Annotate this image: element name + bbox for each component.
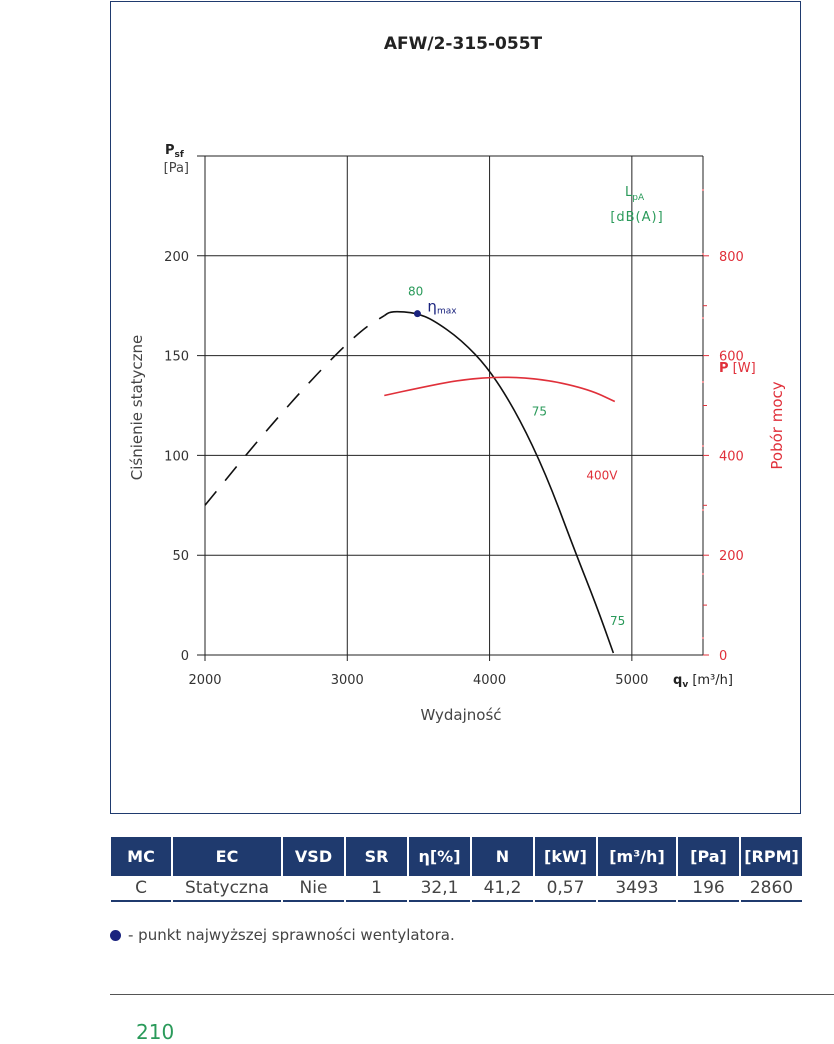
noise-unit: [dB(A)] <box>610 210 663 225</box>
y-right-tick-label: 0 <box>719 649 727 664</box>
y-right-tick-label: 600 <box>719 350 744 365</box>
cell-efficiency: 32,1 <box>409 876 470 902</box>
cell-kw: 0,57 <box>535 876 596 902</box>
header-kw: [kW] <box>535 837 596 876</box>
header-ec: EC <box>173 837 281 876</box>
chart-frame: AFW/2-315-055T 2000 3000 4000 5000 qv [m³/h] W… <box>110 1 801 814</box>
noise-symbol: LpA <box>625 185 645 203</box>
x-tick-label: 3000 <box>331 673 364 688</box>
cell-vsd: Nie <box>283 876 344 902</box>
chart-annotation-3: 400V <box>586 468 618 482</box>
y-right-symbol: P [W] <box>719 361 756 376</box>
header-vsd: VSD <box>283 837 344 876</box>
efficiency-label: ηmax <box>427 298 457 317</box>
header-n: N <box>472 837 533 876</box>
efficiency-point <box>413 310 421 318</box>
y-right-tick-label: 800 <box>719 250 744 265</box>
cell-mc: C <box>111 876 171 902</box>
power-curve-line <box>384 376 616 403</box>
chart-annotation-2: 75 <box>610 614 625 628</box>
cell-pa: 196 <box>678 876 739 902</box>
y-left-tick-label: 50 <box>172 549 189 564</box>
x-tick-label: 5000 <box>615 673 648 688</box>
footer-divider <box>110 994 834 995</box>
y-right-label: Pobór mocy <box>768 381 786 469</box>
legend-note: - punkt najwyższej sprawności wentylator… <box>110 926 455 944</box>
efficiency-dot-icon <box>110 929 121 941</box>
x-axis-label: Wydajność <box>420 706 501 724</box>
spec-header-row: MC EC VSD SR η[%] N [kW] [m³/h] [Pa] [RP… <box>111 837 802 876</box>
y-left-unit: [Pa] <box>164 161 189 176</box>
page-number: 210 <box>136 1020 175 1044</box>
chart-annotation-0: 80 <box>408 285 423 299</box>
header-pa: [Pa] <box>678 837 739 876</box>
cell-n: 41,2 <box>472 876 533 902</box>
header-flow: [m³/h] <box>598 837 676 876</box>
cell-flow: 3493 <box>598 876 676 902</box>
spec-table: MC EC VSD SR η[%] N [kW] [m³/h] [Pa] [RP… <box>109 837 804 902</box>
pressure-curve-line <box>383 310 615 654</box>
unstable-region-line <box>204 314 385 506</box>
y-right-tick-label: 200 <box>719 549 744 564</box>
x-tick-label: 2000 <box>188 673 221 688</box>
header-sr: SR <box>346 837 407 876</box>
chart-title: AFW/2-315-055T <box>384 34 543 54</box>
header-efficiency: η[%] <box>409 837 470 876</box>
header-rpm: [RPM] <box>741 837 802 876</box>
y-left-tick-label: 100 <box>164 449 189 464</box>
y-left-tick-label: 200 <box>164 250 189 265</box>
chart-annotation-1: 75 <box>532 404 547 418</box>
cell-rpm: 2860 <box>741 876 802 902</box>
spec-data-row: C Statyczna Nie 1 32,1 41,2 0,57 3493 19… <box>111 876 802 902</box>
x-tick-label: 4000 <box>473 673 506 688</box>
y-left-label: Ciśnienie statyczne <box>128 335 146 481</box>
cell-ec: Statyczna <box>173 876 281 902</box>
y-left-tick-label: 0 <box>181 649 189 664</box>
x-axis-symbol: qv [m³/h] <box>673 673 733 690</box>
header-mc: MC <box>111 837 171 876</box>
y-left-symbol: Psf <box>165 143 184 160</box>
y-right-tick-label: 400 <box>719 449 744 464</box>
cell-sr: 1 <box>346 876 407 902</box>
legend-note-text: - punkt najwyższej sprawności wentylator… <box>128 926 455 944</box>
y-left-tick-label: 150 <box>164 350 189 365</box>
